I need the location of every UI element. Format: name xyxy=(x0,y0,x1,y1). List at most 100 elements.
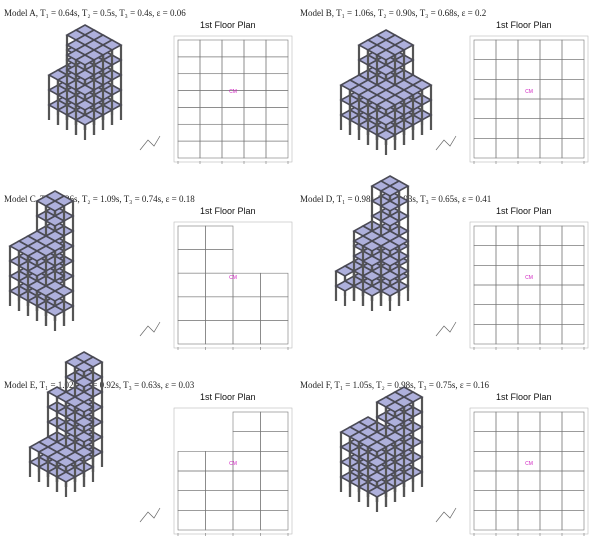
plan-bay xyxy=(562,226,584,246)
plan-bay xyxy=(233,491,261,511)
plan-bay xyxy=(474,99,496,119)
plan-bay xyxy=(261,273,289,297)
plan-bay xyxy=(266,74,288,91)
plan-bay xyxy=(261,510,289,530)
plan-bay xyxy=(178,510,206,530)
plan-bay xyxy=(233,451,261,471)
plan-bay xyxy=(474,285,496,305)
plan-bay xyxy=(540,285,562,305)
plan-bay xyxy=(540,412,562,432)
plan-bay xyxy=(496,471,518,491)
plan-bay xyxy=(518,99,540,119)
plan-bay xyxy=(266,107,288,124)
plan-bay xyxy=(474,432,496,452)
plan-bay xyxy=(540,510,562,530)
plan-bay xyxy=(178,74,200,91)
plan-bay xyxy=(518,324,540,344)
plan-bay xyxy=(233,471,261,491)
center-of-mass-label: CM xyxy=(525,89,533,95)
plan-bay xyxy=(474,491,496,511)
plan-bay xyxy=(518,491,540,511)
plan-title: 1st Floor Plan xyxy=(200,20,256,30)
plan-bay xyxy=(540,138,562,158)
plan-bay xyxy=(178,451,206,471)
plan-bay xyxy=(540,432,562,452)
plan-bay xyxy=(562,246,584,266)
plan-bay xyxy=(562,491,584,511)
plan-frame xyxy=(174,36,292,162)
plan-bay xyxy=(496,119,518,139)
plan-bay xyxy=(244,57,266,74)
plan-bay xyxy=(222,57,244,74)
plan-bay xyxy=(244,91,266,108)
model-caption: Model E, T₁ = 1.02s, T₂ = 0.92s, T₃ = 0.… xyxy=(4,380,195,390)
plan-bay xyxy=(178,297,206,321)
plan-bay xyxy=(496,305,518,325)
plan-bay xyxy=(474,305,496,325)
plan-bay xyxy=(474,226,496,246)
plan-bay xyxy=(496,324,518,344)
plan-bay xyxy=(261,451,289,471)
plan-bay xyxy=(518,510,540,530)
plan-bay xyxy=(540,99,562,119)
plan-bay xyxy=(206,226,234,250)
plan-bay xyxy=(562,119,584,139)
plan-title: 1st Floor Plan xyxy=(200,206,256,216)
plan-bay xyxy=(178,40,200,57)
plan-bay xyxy=(200,57,222,74)
plan-title: 1st Floor Plan xyxy=(496,206,552,216)
plan-bay xyxy=(200,40,222,57)
plan-bay xyxy=(562,79,584,99)
plan-bay xyxy=(178,141,200,158)
plan-bay xyxy=(474,451,496,471)
plan-bay xyxy=(474,324,496,344)
plan-bay xyxy=(562,265,584,285)
plan-bay xyxy=(206,250,234,274)
axis-glyph xyxy=(436,136,456,150)
model-caption: Model A, T₁ = 0.64s, T₂ = 0.5s, T₃ = 0.4… xyxy=(4,8,186,18)
center-of-mass-label: CM xyxy=(229,89,237,95)
plan-bay xyxy=(562,412,584,432)
plan-bay xyxy=(178,226,206,250)
center-of-mass-label: CM xyxy=(525,461,533,467)
plan-bay xyxy=(261,320,289,344)
plan-bay xyxy=(178,107,200,124)
plan-bay xyxy=(206,320,234,344)
plan-bay xyxy=(496,451,518,471)
plan-bay xyxy=(261,471,289,491)
plan-bay xyxy=(222,124,244,141)
plan-bay xyxy=(540,40,562,60)
plan-bay xyxy=(540,305,562,325)
model-caption: Model F, T₁ = 1.05s, T₂ = 0.98s, T₃ = 0.… xyxy=(300,380,490,390)
plan-bay xyxy=(474,246,496,266)
plan-bay xyxy=(540,491,562,511)
plan-bay xyxy=(562,510,584,530)
plan-bay xyxy=(496,40,518,60)
plan-bay xyxy=(200,74,222,91)
plan-bay xyxy=(261,432,289,452)
plan-bay xyxy=(233,510,261,530)
plan-bay xyxy=(178,124,200,141)
plan-bay xyxy=(266,40,288,57)
axis-glyph xyxy=(436,322,456,336)
plan-bay xyxy=(474,40,496,60)
plan-bay xyxy=(518,412,540,432)
plan-bay xyxy=(178,57,200,74)
plan-bay xyxy=(474,412,496,432)
plan-bay xyxy=(496,265,518,285)
plan-bay xyxy=(474,79,496,99)
plan-bay xyxy=(562,305,584,325)
plan-bay xyxy=(200,124,222,141)
plan-bay xyxy=(562,138,584,158)
plan-bay xyxy=(518,432,540,452)
model-caption: Model C, T₁ = 1.26s, T₂ = 1.09s, T₃ = 0.… xyxy=(4,194,195,204)
model-panel: Model D, T₁ = 0.98s, T₂ = 0.93s, T₃ = 0.… xyxy=(300,176,588,350)
plan-bay xyxy=(496,246,518,266)
plan-bay xyxy=(222,141,244,158)
model-panel: Model F, T₁ = 1.05s, T₂ = 0.98s, T₃ = 0.… xyxy=(300,380,588,536)
plan-bay xyxy=(496,226,518,246)
plan-bay xyxy=(178,273,206,297)
plan-bay xyxy=(518,40,540,60)
plan-bay xyxy=(540,246,562,266)
plan-bay xyxy=(540,226,562,246)
